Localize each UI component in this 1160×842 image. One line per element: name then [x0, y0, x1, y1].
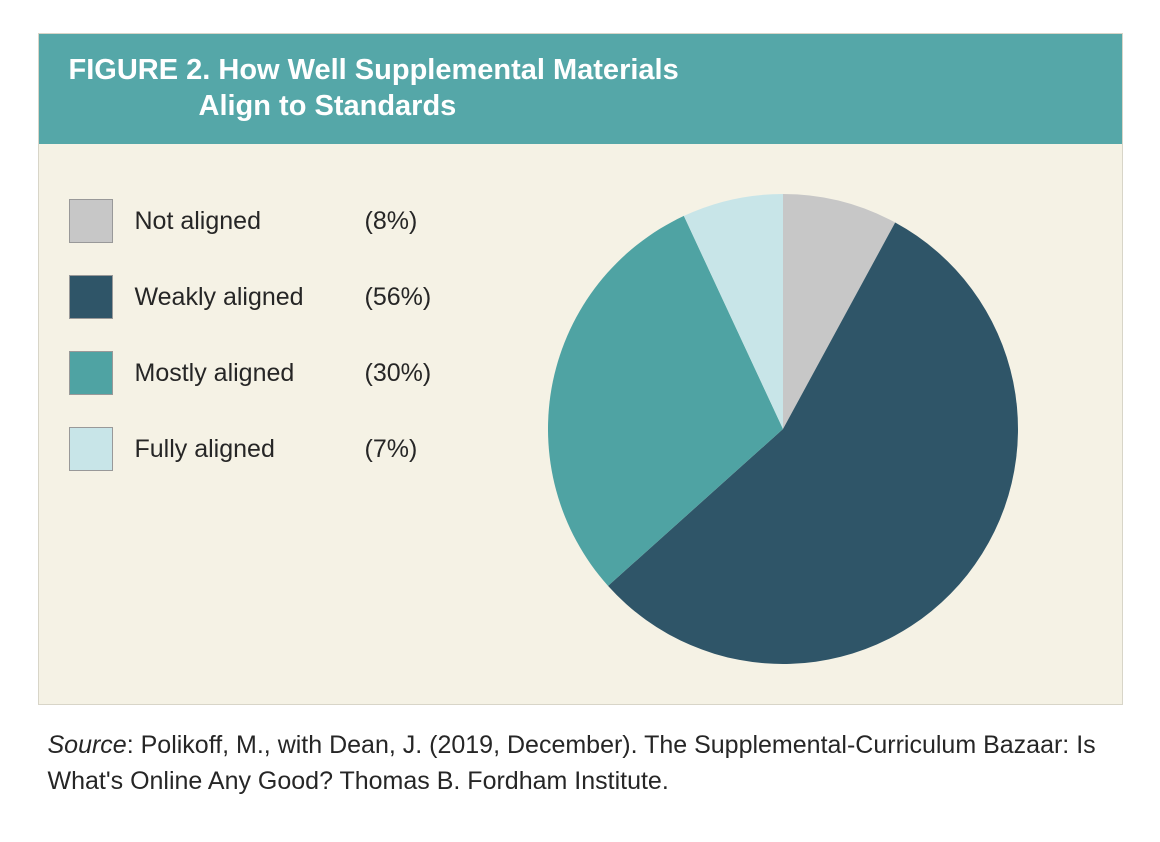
legend-label: Weakly aligned — [135, 283, 365, 312]
figure-title-bar: FIGURE 2. How Well Supplemental Material… — [39, 34, 1122, 145]
figure-body: Not aligned (8%) Weakly aligned (56%) Mo… — [39, 144, 1122, 704]
figure-number: FIGURE 2. — [69, 54, 211, 86]
pie-chart — [528, 179, 1038, 679]
figure-container: FIGURE 2. How Well Supplemental Material… — [38, 33, 1123, 706]
legend: Not aligned (8%) Weakly aligned (56%) Mo… — [69, 179, 455, 471]
legend-pct: (30%) — [365, 359, 455, 388]
legend-swatch — [69, 351, 113, 395]
legend-label: Not aligned — [135, 207, 365, 236]
legend-pct: (8%) — [365, 207, 455, 236]
legend-swatch — [69, 427, 113, 471]
legend-item-not-aligned: Not aligned (8%) — [69, 199, 455, 243]
legend-swatch — [69, 275, 113, 319]
legend-pct: (7%) — [365, 435, 455, 464]
source-label: Source — [48, 731, 127, 759]
source-citation: Source: Polikoff, M., with Dean, J. (201… — [38, 705, 1123, 810]
legend-item-weakly-aligned: Weakly aligned (56%) — [69, 275, 455, 319]
legend-label: Fully aligned — [135, 435, 365, 464]
source-text: : Polikoff, M., with Dean, J. (2019, Dec… — [48, 731, 1096, 795]
legend-item-fully-aligned: Fully aligned (7%) — [69, 427, 455, 471]
legend-item-mostly-aligned: Mostly aligned (30%) — [69, 351, 455, 395]
legend-label: Mostly aligned — [135, 359, 365, 388]
pie-chart-wrap — [485, 179, 1082, 679]
legend-pct: (56%) — [365, 283, 455, 312]
legend-swatch — [69, 199, 113, 243]
figure-title-line1: How Well Supplemental Materials — [218, 54, 678, 86]
figure-title-line2: Align to Standards — [69, 90, 457, 122]
